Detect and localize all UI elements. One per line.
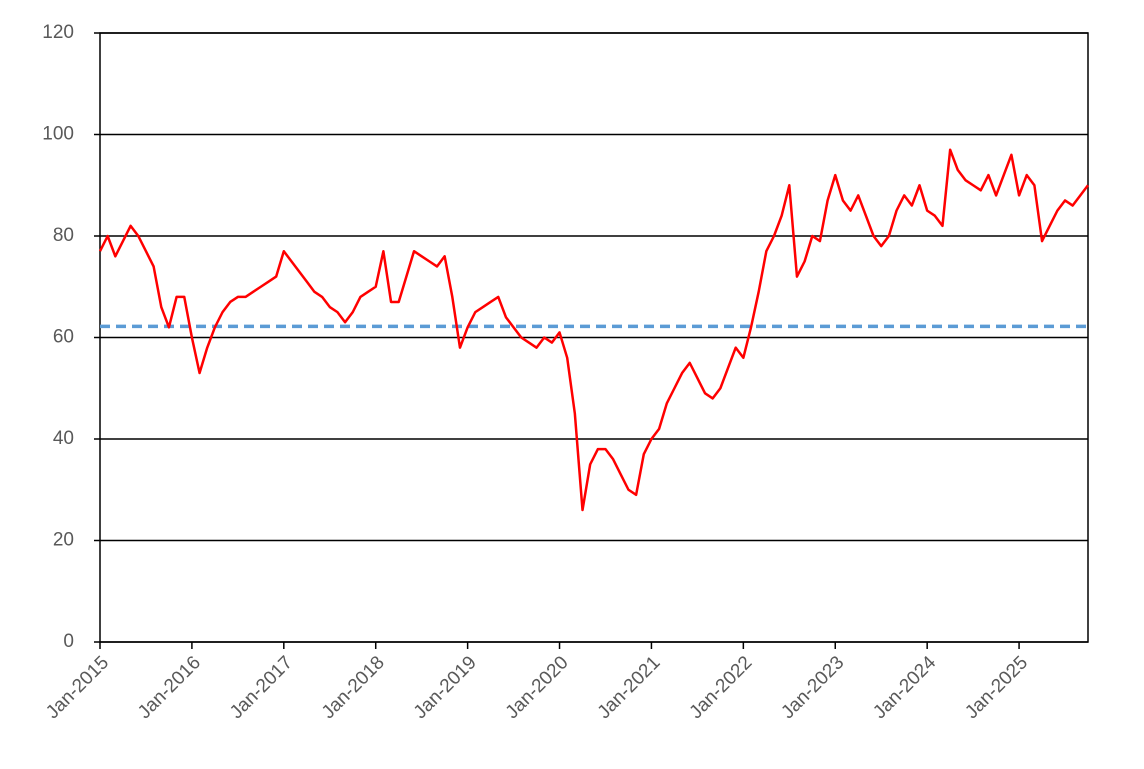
x-tick-label: Jan-2015: [42, 652, 113, 723]
x-tick-label: Jan-2024: [869, 652, 940, 723]
y-tick-label: 80: [53, 225, 74, 246]
x-tick-label: Jan-2022: [686, 652, 757, 723]
x-tick-label: Jan-2018: [318, 652, 389, 723]
x-tick-label: Jan-2017: [226, 652, 297, 723]
x-tick-label: Jan-2020: [502, 652, 573, 723]
x-tick-label: Jan-2023: [777, 652, 848, 723]
data-line: [98, 148, 1089, 512]
x-tick-label: Jan-2019: [410, 652, 481, 723]
x-tick-label: Jan-2016: [134, 652, 205, 723]
y-tick-label: 40: [53, 428, 74, 449]
y-tick-label: 100: [42, 124, 74, 145]
y-tick-label: 60: [53, 327, 74, 348]
x-tick-label: Jan-2025: [961, 652, 1032, 723]
plot-border: [99, 32, 1089, 643]
y-tick-label: 0: [63, 631, 74, 652]
x-tick-label: Jan-2021: [594, 652, 665, 723]
y-tick-label: 120: [42, 22, 74, 43]
y-tick-label: 20: [53, 530, 74, 551]
